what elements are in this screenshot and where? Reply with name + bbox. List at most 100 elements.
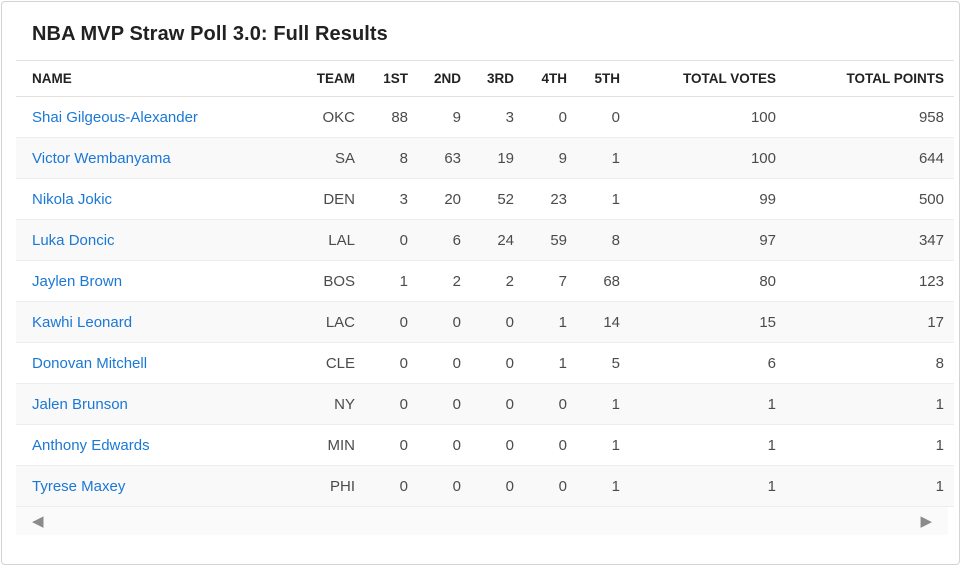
first-place-votes-cell: 0 xyxy=(365,342,418,384)
second-place-votes-cell: 0 xyxy=(418,301,471,343)
table-row: Donovan Mitchell CLE 0 0 0 1 5 6 8 xyxy=(16,342,954,384)
first-place-votes-cell: 88 xyxy=(365,96,418,138)
player-link[interactable]: Nikola Jokic xyxy=(32,190,113,208)
player-link[interactable]: Jaylen Brown xyxy=(32,272,123,290)
table-row: Kawhi Leonard LAC 0 0 0 1 14 15 17 xyxy=(16,301,954,343)
column-header-team: TEAM xyxy=(301,60,365,97)
column-header-name: NAME xyxy=(16,60,301,97)
total-points-cell: 347 xyxy=(786,219,954,261)
first-place-votes-cell: 0 xyxy=(365,465,418,507)
first-place-votes-cell: 0 xyxy=(365,301,418,343)
table-row: Shai Gilgeous-Alexander OKC 88 9 3 0 0 1… xyxy=(16,96,954,138)
fourth-place-votes-cell: 1 xyxy=(524,342,577,384)
fifth-place-votes-cell: 1 xyxy=(577,137,630,179)
player-name-cell: Donovan Mitchell xyxy=(16,342,301,384)
player-link[interactable]: Victor Wembanyama xyxy=(32,149,171,167)
team-cell: PHI xyxy=(301,465,365,507)
first-place-votes-cell: 0 xyxy=(365,219,418,261)
fourth-place-votes-cell: 9 xyxy=(524,137,577,179)
total-points-cell: 8 xyxy=(786,342,954,384)
player-name-cell: Luka Doncic xyxy=(16,219,301,261)
total-votes-cell: 1 xyxy=(630,383,786,425)
player-name-cell: Victor Wembanyama xyxy=(16,137,301,179)
fourth-place-votes-cell: 0 xyxy=(524,424,577,466)
player-link[interactable]: Anthony Edwards xyxy=(32,436,150,454)
total-points-cell: 1 xyxy=(786,465,954,507)
third-place-votes-cell: 24 xyxy=(471,219,524,261)
results-card: NBA MVP Straw Poll 3.0: Full Results NAM… xyxy=(1,1,960,565)
total-votes-cell: 100 xyxy=(630,96,786,138)
player-link[interactable]: Jalen Brunson xyxy=(32,395,128,413)
third-place-votes-cell: 52 xyxy=(471,178,524,220)
column-header-3rd: 3RD xyxy=(471,60,524,97)
fifth-place-votes-cell: 8 xyxy=(577,219,630,261)
table-row: Victor Wembanyama SA 8 63 19 9 1 100 644 xyxy=(16,137,954,179)
first-place-votes-cell: 0 xyxy=(365,424,418,466)
total-points-cell: 123 xyxy=(786,260,954,302)
team-cell: SA xyxy=(301,137,365,179)
total-votes-cell: 97 xyxy=(630,219,786,261)
total-votes-cell: 6 xyxy=(630,342,786,384)
third-place-votes-cell: 0 xyxy=(471,301,524,343)
player-name-cell: Jaylen Brown xyxy=(16,260,301,302)
fifth-place-votes-cell: 1 xyxy=(577,178,630,220)
third-place-votes-cell: 0 xyxy=(471,383,524,425)
total-votes-cell: 1 xyxy=(630,465,786,507)
fifth-place-votes-cell: 0 xyxy=(577,96,630,138)
player-link[interactable]: Donovan Mitchell xyxy=(32,354,148,372)
results-table: NAME TEAM 1ST 2ND 3RD 4TH 5TH TOTAL VOTE… xyxy=(16,60,954,507)
total-points-cell: 644 xyxy=(786,137,954,179)
table-row: Anthony Edwards MIN 0 0 0 0 1 1 1 xyxy=(16,424,954,466)
third-place-votes-cell: 3 xyxy=(471,96,524,138)
scroll-right-icon[interactable]: ▶ xyxy=(920,512,932,530)
column-header-4th: 4TH xyxy=(524,60,577,97)
second-place-votes-cell: 6 xyxy=(418,219,471,261)
second-place-votes-cell: 2 xyxy=(418,260,471,302)
fourth-place-votes-cell: 23 xyxy=(524,178,577,220)
player-name-cell: Anthony Edwards xyxy=(16,424,301,466)
fourth-place-votes-cell: 0 xyxy=(524,96,577,138)
header-row: NAME TEAM 1ST 2ND 3RD 4TH 5TH TOTAL VOTE… xyxy=(16,60,954,97)
fourth-place-votes-cell: 0 xyxy=(524,383,577,425)
player-link[interactable]: Kawhi Leonard xyxy=(32,313,133,331)
second-place-votes-cell: 0 xyxy=(418,342,471,384)
page-title: NBA MVP Straw Poll 3.0: Full Results xyxy=(32,23,388,45)
player-name-cell: Shai Gilgeous-Alexander xyxy=(16,96,301,138)
fourth-place-votes-cell: 0 xyxy=(524,465,577,507)
team-cell: CLE xyxy=(301,342,365,384)
table-row: Luka Doncic LAL 0 6 24 59 8 97 347 xyxy=(16,219,954,261)
player-link[interactable]: Shai Gilgeous-Alexander xyxy=(32,108,198,126)
column-header-total-votes: TOTAL VOTES xyxy=(630,60,786,97)
third-place-votes-cell: 0 xyxy=(471,465,524,507)
player-name-cell: Kawhi Leonard xyxy=(16,301,301,343)
total-points-cell: 1 xyxy=(786,383,954,425)
third-place-votes-cell: 19 xyxy=(471,137,524,179)
total-points-cell: 958 xyxy=(786,96,954,138)
second-place-votes-cell: 0 xyxy=(418,465,471,507)
second-place-votes-cell: 63 xyxy=(418,137,471,179)
table-row: Tyrese Maxey PHI 0 0 0 0 1 1 1 xyxy=(16,465,954,507)
column-header-total-points: TOTAL POINTS xyxy=(786,60,954,97)
second-place-votes-cell: 20 xyxy=(418,178,471,220)
fifth-place-votes-cell: 14 xyxy=(577,301,630,343)
horizontal-scrollbar[interactable]: ◀ ▶ xyxy=(16,507,948,535)
team-cell: BOS xyxy=(301,260,365,302)
first-place-votes-cell: 1 xyxy=(365,260,418,302)
first-place-votes-cell: 0 xyxy=(365,383,418,425)
fourth-place-votes-cell: 59 xyxy=(524,219,577,261)
fifth-place-votes-cell: 5 xyxy=(577,342,630,384)
column-header-5th: 5TH xyxy=(577,60,630,97)
total-votes-cell: 99 xyxy=(630,178,786,220)
second-place-votes-cell: 0 xyxy=(418,383,471,425)
table-row: Nikola Jokic DEN 3 20 52 23 1 99 500 xyxy=(16,178,954,220)
player-name-cell: Tyrese Maxey xyxy=(16,465,301,507)
scroll-left-icon[interactable]: ◀ xyxy=(32,512,44,530)
column-header-2nd: 2ND xyxy=(418,60,471,97)
total-votes-cell: 100 xyxy=(630,137,786,179)
player-link[interactable]: Luka Doncic xyxy=(32,231,115,249)
team-cell: OKC xyxy=(301,96,365,138)
player-link[interactable]: Tyrese Maxey xyxy=(32,477,126,495)
second-place-votes-cell: 0 xyxy=(418,424,471,466)
total-points-cell: 500 xyxy=(786,178,954,220)
